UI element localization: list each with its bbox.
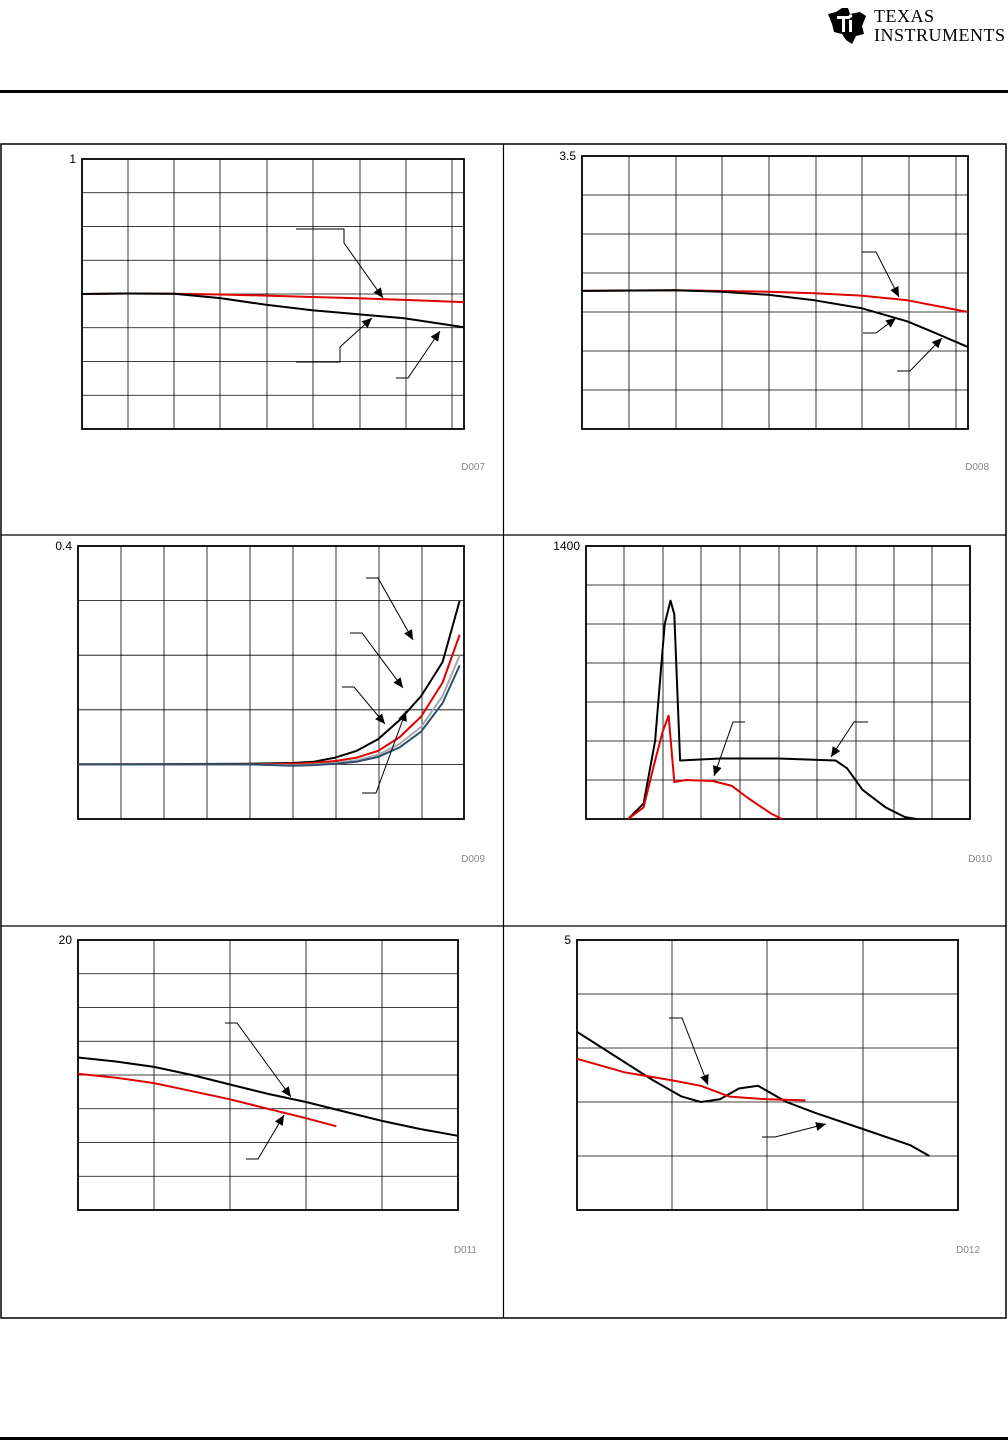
chart-D008: 3.5 D008 [559, 149, 989, 473]
callout-line [246, 1114, 285, 1160]
series-line-2 [77, 1072, 337, 1128]
series-line-2 [576, 1057, 806, 1102]
figure-id: D008 [965, 462, 989, 473]
arrowhead-icon [393, 677, 403, 688]
figure-id: D009 [461, 854, 485, 865]
arrowhead-icon [700, 1074, 709, 1085]
callout-line [342, 686, 386, 725]
ti-logo-icon [828, 8, 866, 44]
plot-area [581, 155, 969, 430]
series-line-1 [627, 599, 917, 820]
callout-line [669, 1017, 709, 1086]
ytick-label: 20 [59, 933, 73, 947]
callout-line [296, 228, 384, 299]
arrowhead-icon [361, 318, 372, 329]
ytick-label: 0.4 [55, 539, 72, 553]
arrowhead-icon [375, 713, 385, 724]
plot-area [576, 939, 959, 1211]
series-line-1 [576, 1030, 930, 1157]
ytick-label: 1400 [553, 539, 580, 553]
figure-id: D010 [968, 854, 992, 865]
arrowhead-icon [398, 711, 407, 722]
company-name-line1: TEXAS [874, 6, 935, 26]
company-name-line2: INSTRUMENTS [874, 25, 1006, 45]
chart-D012: 5 D012 [564, 933, 980, 1256]
header-rule [0, 90, 1008, 93]
series-line-4 [78, 664, 461, 767]
figure-id: D007 [461, 462, 485, 473]
callout-line [225, 1022, 292, 1098]
ytick-label: 3.5 [559, 149, 576, 163]
plot-area [77, 545, 465, 820]
arrowhead-icon [890, 286, 899, 297]
callout-line [897, 337, 943, 372]
ytick-label: 5 [564, 933, 571, 947]
arrowhead-icon [931, 338, 942, 349]
callout-line [713, 721, 745, 777]
series-line-2 [627, 714, 783, 820]
series-line-1 [81, 292, 465, 304]
footer-rule [0, 1437, 1008, 1440]
arrowhead-icon [404, 629, 413, 640]
ti-logo: TEXAS INSTRUMENTS [822, 6, 1008, 46]
series-line-1 [581, 289, 969, 313]
chart-D010: 1400 D010 [553, 539, 992, 865]
chart-grid-frame [0, 143, 1007, 1319]
callout-line [396, 330, 441, 379]
arrowhead-icon [831, 746, 841, 757]
ytick-label: 1 [69, 152, 76, 166]
chart-D007: 1 D007 [69, 152, 485, 473]
arrowhead-icon [815, 1122, 826, 1131]
callout-line [862, 251, 900, 298]
series-line-2 [81, 292, 465, 329]
arrowhead-icon [281, 1086, 291, 1097]
callout-line [830, 721, 868, 758]
figure-id: D012 [956, 1245, 980, 1256]
arrowhead-icon [885, 318, 896, 328]
arrowhead-icon [275, 1115, 284, 1126]
series-line-1 [77, 600, 461, 766]
series-line-1 [77, 1056, 459, 1137]
chart-D011: 20 D011 [59, 933, 478, 1256]
plot-area [585, 545, 971, 820]
callout-line [762, 1123, 827, 1138]
figure-id: D011 [454, 1245, 478, 1256]
series-line-2 [581, 289, 969, 349]
callout-line [366, 577, 414, 641]
callout-line [362, 710, 407, 794]
plot-area [77, 939, 459, 1211]
callout-line [350, 632, 404, 689]
chart-D009: 0.4 D009 [55, 539, 485, 865]
arrowhead-icon [713, 765, 722, 776]
callout-line [296, 317, 373, 363]
arrowhead-icon [430, 331, 440, 342]
chart-grid [0, 143, 1008, 1319]
arrowhead-icon [373, 287, 383, 298]
